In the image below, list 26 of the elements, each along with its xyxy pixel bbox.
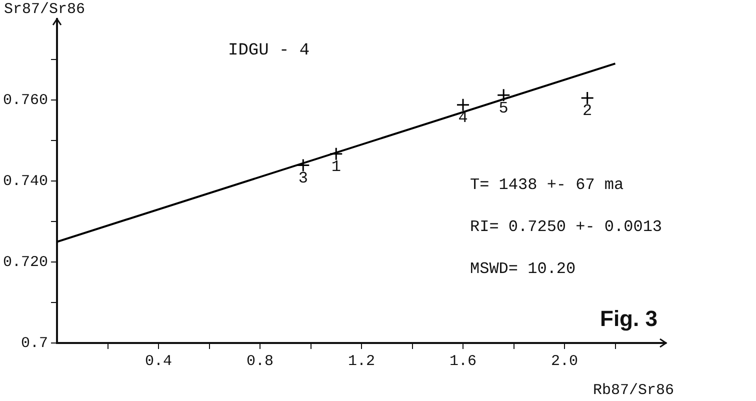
y-tick-label: 0.760 xyxy=(2,92,48,109)
x-axis-title: Rb87/Sr86 xyxy=(592,382,674,399)
annotation: T= 1438 +- 67 ma xyxy=(470,176,624,194)
y-tick-label: 0.720 xyxy=(2,254,48,271)
annotation: 5 xyxy=(498,99,508,118)
annotation: 4 xyxy=(458,109,468,128)
point xyxy=(496,88,510,102)
annotation: MSWD= 10.20 xyxy=(470,260,576,278)
x-tick-label: 0.8 xyxy=(246,352,274,370)
annotation: Fig. 3 xyxy=(600,306,658,332)
point xyxy=(580,91,594,105)
y-axis-title: Sr87/Sr86 xyxy=(4,0,86,18)
text: IDGU - 4 xyxy=(228,42,310,60)
x-tick-label: 1.2 xyxy=(348,352,376,370)
y-tick-label: 0.7 xyxy=(20,334,48,352)
annotation: 3 xyxy=(298,169,308,188)
annotation: RI= 0.7250 +- 0.0013 xyxy=(470,218,662,236)
x-tick-label: 2.0 xyxy=(550,352,578,370)
x-tick-label: 0.4 xyxy=(145,352,172,370)
point xyxy=(329,147,343,161)
point xyxy=(296,158,310,172)
annotation: 1 xyxy=(331,158,341,176)
point xyxy=(456,98,470,112)
x-tick-label: 1.6 xyxy=(449,352,477,370)
annotation: 2 xyxy=(582,102,592,120)
y-tick-label: 0.740 xyxy=(2,172,48,190)
